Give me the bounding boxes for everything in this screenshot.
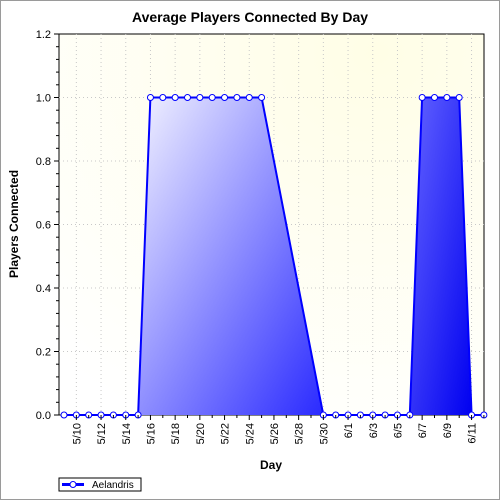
y-tick-label: 1.0 xyxy=(36,93,51,105)
y-tick-label: 0.0 xyxy=(36,410,51,422)
x-tick-label: 5/28 xyxy=(294,423,306,444)
data-point-marker xyxy=(233,94,241,101)
legend-label: Aelandris xyxy=(92,480,134,491)
x-axis-label: Day xyxy=(260,458,282,472)
x-tick-label: 5/20 xyxy=(195,423,207,444)
x-tick-label: 5/24 xyxy=(244,423,256,444)
data-point-marker xyxy=(184,94,191,101)
x-tick-label: 6/11 xyxy=(467,423,479,444)
x-tick-label: 5/22 xyxy=(220,423,232,444)
x-tick-label: 6/3 xyxy=(368,423,380,438)
x-tick-label: 6/7 xyxy=(417,423,429,438)
legend-box xyxy=(58,477,142,492)
x-tick-label: 5/14 xyxy=(121,423,133,444)
data-point-marker xyxy=(455,94,463,101)
y-tick-label: 0.4 xyxy=(36,283,51,295)
x-tick-label: 5/26 xyxy=(269,423,281,444)
data-point-marker xyxy=(221,94,229,101)
x-axis-ticks: 5/10 5/12 5/14 5/16 5/18 5/20 5/22 5/24 5/26 5/28… xyxy=(71,415,485,444)
area-fill-segment xyxy=(409,97,472,415)
data-point-marker xyxy=(258,94,266,101)
y-tick-label: 0.8 xyxy=(36,156,51,168)
y-tick-label: 0.2 xyxy=(36,347,51,359)
x-tick-label: 5/30 xyxy=(318,423,330,444)
data-point-marker xyxy=(418,94,426,101)
x-tick-label: 6/5 xyxy=(392,423,404,438)
x-tick-label: 6/1 xyxy=(343,423,355,438)
x-tick-label: 5/18 xyxy=(170,423,182,444)
chart-title: Average Players Connected By Day xyxy=(132,9,368,25)
x-tick-label: 5/10 xyxy=(71,423,83,444)
data-point-marker xyxy=(171,94,179,101)
x-tick-label: 5/16 xyxy=(145,423,157,444)
data-point-marker xyxy=(196,94,204,101)
y-axis-ticks: 0.0 0.2 0.4 0.6 0.8 1.0 1.2 xyxy=(36,29,59,422)
y-axis-label: Players Connected xyxy=(7,170,21,278)
y-tick-label: 0.6 xyxy=(36,220,51,232)
x-tick-label: 6/9 xyxy=(442,423,454,438)
data-point-marker xyxy=(146,94,154,101)
data-point-marker xyxy=(431,94,438,101)
data-point-marker xyxy=(208,94,216,101)
legend: Aelandris xyxy=(58,477,142,492)
data-point-marker xyxy=(245,94,253,101)
data-point-marker xyxy=(443,94,451,101)
data-point-marker xyxy=(159,94,167,101)
legend-marker-swatch xyxy=(69,481,77,488)
x-tick-label: 5/12 xyxy=(96,423,108,444)
data-point-marker xyxy=(60,411,68,419)
y-tick-label: 1.2 xyxy=(36,29,51,41)
